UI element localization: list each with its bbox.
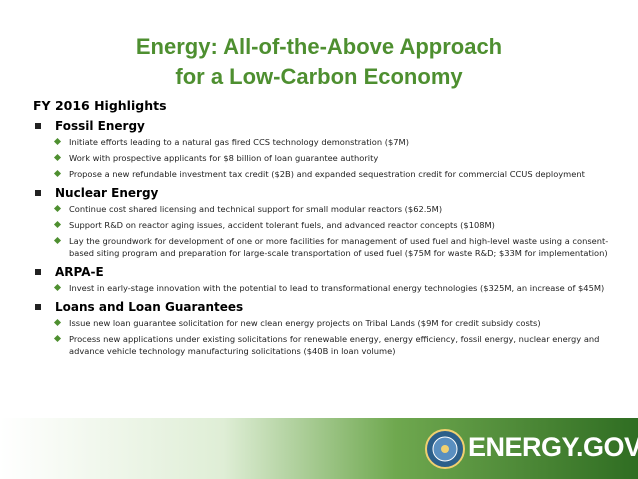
bullet-item: Lay the groundwork for development of on… — [33, 235, 613, 259]
section-heading: Fossil Energy — [33, 119, 613, 133]
section: Fossil Energy Initiate efforts leading to… — [33, 119, 613, 180]
section-heading: Nuclear Energy — [33, 186, 613, 200]
footer: ENERGY.GOV — [0, 418, 638, 479]
section-heading: Loans and Loan Guarantees — [33, 300, 613, 314]
section: ARPA-E Invest in early-stage innovation w… — [33, 265, 613, 294]
subtitle: FY 2016 Highlights — [33, 98, 167, 113]
section: Loans and Loan Guarantees Issue new loan … — [33, 300, 613, 357]
section-heading: ARPA-E — [33, 265, 613, 279]
bullet-item: Support R&D on reactor aging issues, acc… — [33, 219, 613, 231]
bullet-item: Propose a new refundable investment tax … — [33, 168, 613, 180]
bullet-item: Issue new loan guarantee solicitation fo… — [33, 317, 613, 329]
bullet-item: Initiate efforts leading to a natural ga… — [33, 136, 613, 148]
title-line: Energy: All-of-the-Above Approach — [135, 34, 503, 59]
bullet-item: Work with prospective applicants for $8 … — [33, 152, 613, 164]
bullet-item: Process new applications under existing … — [33, 333, 613, 357]
seal — [425, 429, 465, 469]
bullet-item: Continue cost shared licensing and techn… — [33, 203, 613, 215]
content: FY 2016 Highlights Fossil Energy Initiate… — [33, 98, 613, 363]
section: Nuclear Energy Continue cost shared licen… — [33, 186, 613, 259]
bullet-item: Invest in early-stage innovation with th… — [33, 282, 613, 294]
title: Energy: All-of-the-Above Approach for a … — [0, 32, 638, 92]
title-line: for a Low-Carbon Economy — [175, 64, 463, 89]
logo-text: ENERGY.GOV — [468, 432, 638, 462]
